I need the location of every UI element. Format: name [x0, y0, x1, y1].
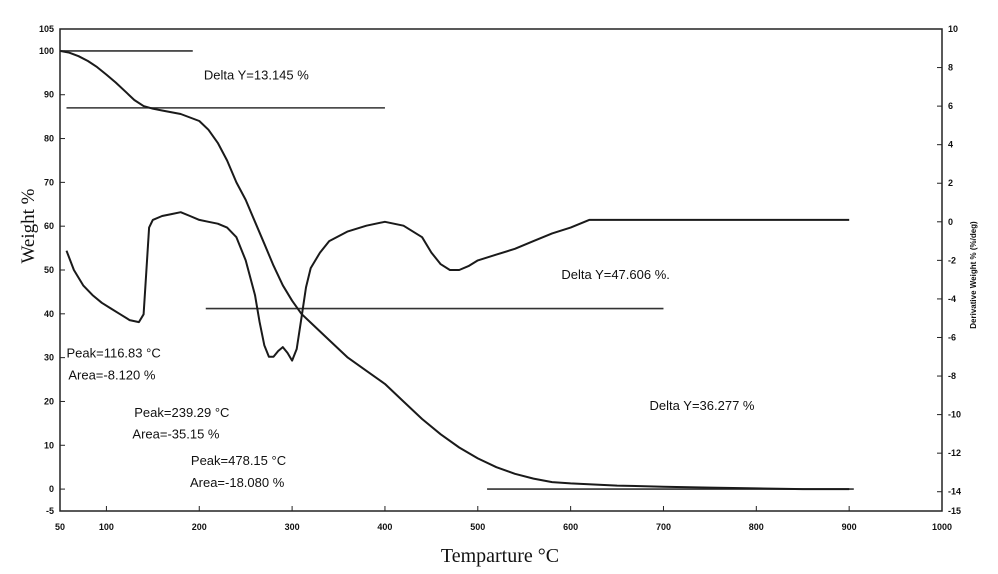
- annotation-label: Area=-18.080 %: [190, 475, 285, 490]
- y-tick-label: 30: [44, 353, 54, 363]
- x-tick-label: 100: [99, 522, 114, 532]
- x-axis-ticks: 50 100 200 300 400 500 600 700 800 900 1000: [55, 506, 952, 532]
- annotation-label: Area=-35.15 %: [132, 427, 220, 442]
- series-layer: [59, 49, 850, 491]
- y-tick-label: 50: [44, 265, 54, 275]
- annotation-label: Peak=239.29 °C: [134, 405, 229, 420]
- x-tick-label: 50: [55, 522, 65, 532]
- y2-tick-label: -15: [948, 506, 961, 516]
- y2-tick-label: -4: [948, 294, 956, 304]
- annotations: Delta Y=13.145 % Delta Y=47.606 %. Delta Y…: [66, 67, 754, 490]
- y-tick-label: 90: [44, 90, 54, 100]
- y-tick-label: 40: [44, 309, 54, 319]
- y2-tick-label: 0: [948, 217, 953, 227]
- annotation-label: Delta Y=36.277 %: [650, 398, 755, 413]
- x-tick-label: 500: [470, 522, 485, 532]
- y2-tick-label: -14: [948, 487, 961, 497]
- x-tick-label: 600: [563, 522, 578, 532]
- y-tick-label: 105: [39, 24, 54, 34]
- derivative-weight-line: [65, 211, 850, 362]
- y2-tick-label: 2: [948, 178, 953, 188]
- y2-tick-label: 4: [948, 140, 953, 150]
- y-tick-label: 60: [44, 221, 54, 231]
- y2-tick-label: -8: [948, 371, 956, 381]
- x-tick-label: 400: [377, 522, 392, 532]
- y2-tick-label: -6: [948, 332, 956, 342]
- y-tick-label: 20: [44, 396, 54, 406]
- y2-tick-label: -12: [948, 448, 961, 458]
- y2-tick-label: -2: [948, 255, 956, 265]
- y2-axis-label: Derivative Weight % (%/deg): [969, 221, 978, 329]
- y-axis-label: Weight %: [18, 188, 39, 263]
- y2-tick-label: 8: [948, 63, 953, 73]
- y2-tick-label: 10: [948, 24, 958, 34]
- y-tick-label: 10: [44, 440, 54, 450]
- y-tick-label: 100: [39, 46, 54, 56]
- annotation-label: Area=-8.120 %: [68, 368, 156, 383]
- y-tick-label: 80: [44, 134, 54, 144]
- x-tick-label: 200: [192, 522, 207, 532]
- x-tick-label: 800: [749, 522, 764, 532]
- annotation-label: Delta Y=47.606 %.: [561, 267, 670, 282]
- annotation-label: Delta Y=13.145 %: [204, 67, 309, 82]
- y2-tick-label: -10: [948, 410, 961, 420]
- y-tick-label: -5: [46, 506, 54, 516]
- x-tick-label: 700: [656, 522, 671, 532]
- x-tick-label: 900: [842, 522, 857, 532]
- annotation-label: Peak=116.83 °C: [66, 346, 160, 361]
- y-tick-label: 0: [49, 484, 54, 494]
- weight-percent-line: [59, 49, 850, 491]
- y2-tick-label: 6: [948, 101, 953, 111]
- annotation-label: Peak=478.15 °C: [191, 453, 286, 468]
- y2-axis-ticks: 10 8 6 4 2 0 -2 -4 -6 -8 -10 -12 -14 -15: [937, 24, 961, 516]
- x-axis-label: Temparture °C: [441, 545, 559, 567]
- x-tick-label: 1000: [932, 522, 952, 532]
- x-tick-label: 300: [285, 522, 300, 532]
- y-tick-label: 70: [44, 177, 54, 187]
